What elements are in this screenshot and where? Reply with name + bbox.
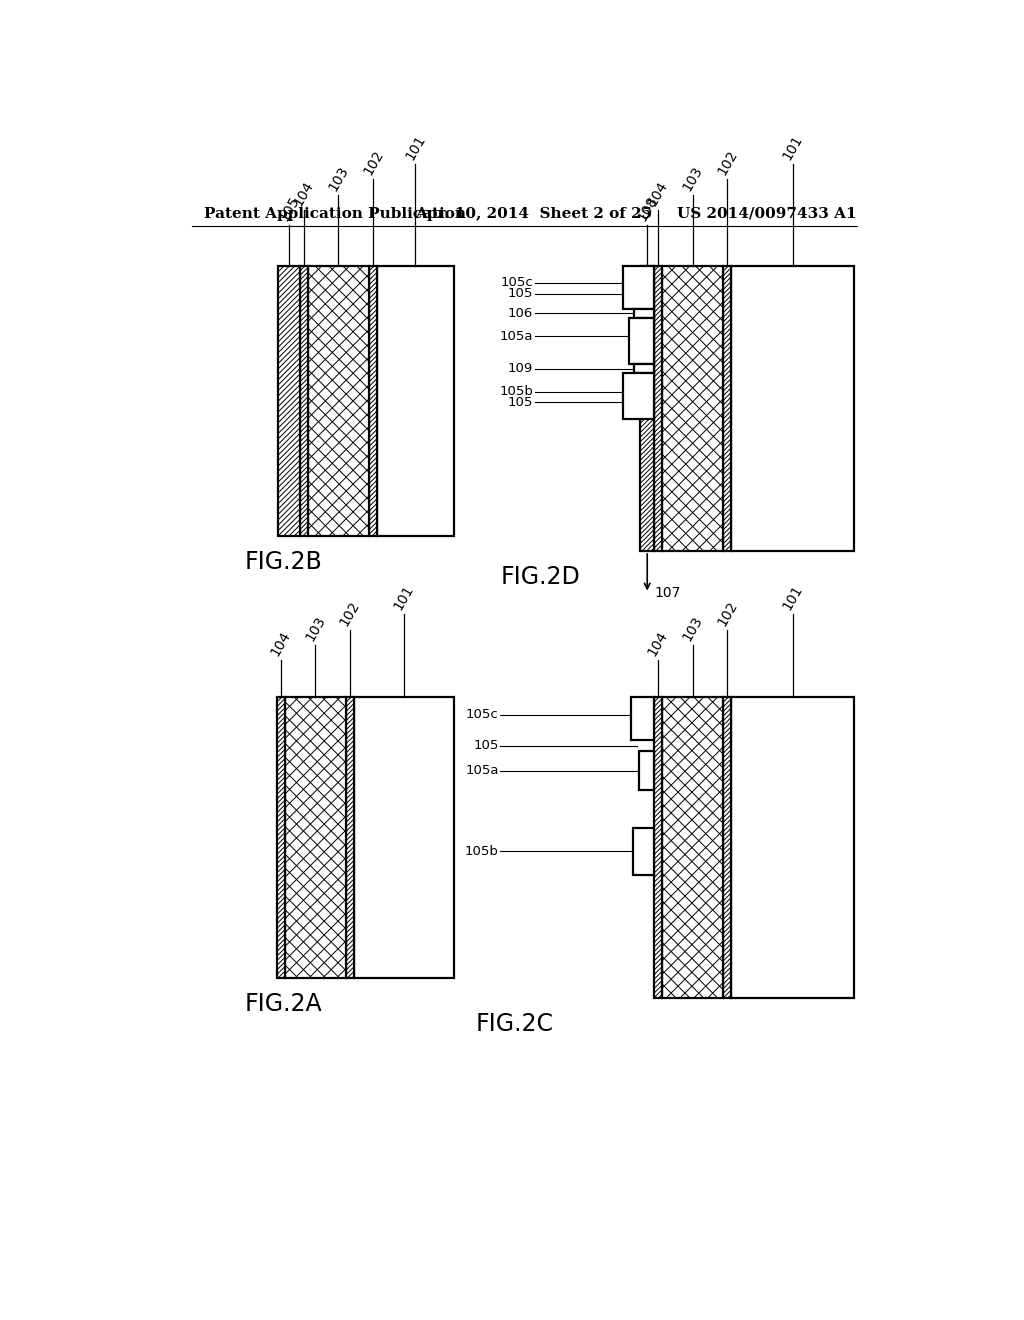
Bar bbox=[624, 374, 654, 420]
Text: FIG.2C: FIG.2C bbox=[475, 1011, 554, 1036]
Text: 101: 101 bbox=[780, 582, 806, 612]
Text: 104: 104 bbox=[268, 630, 293, 659]
Text: 107: 107 bbox=[655, 586, 681, 601]
Text: 105c: 105c bbox=[466, 709, 499, 721]
Text: 101: 101 bbox=[780, 132, 806, 162]
Bar bbox=[631, 697, 654, 739]
Bar bbox=[354, 697, 454, 978]
Text: 105c: 105c bbox=[501, 276, 534, 289]
Text: 101: 101 bbox=[391, 582, 417, 612]
Bar bbox=[731, 697, 854, 998]
Bar bbox=[633, 829, 654, 875]
Text: 101: 101 bbox=[402, 132, 428, 162]
Bar bbox=[654, 267, 662, 552]
Text: 103: 103 bbox=[303, 614, 328, 644]
Bar bbox=[377, 267, 454, 536]
Text: 102: 102 bbox=[360, 148, 386, 178]
Bar bbox=[634, 309, 654, 318]
Bar bbox=[629, 318, 654, 364]
Bar bbox=[370, 267, 377, 536]
Bar bbox=[279, 267, 300, 536]
Text: FIG.2A: FIG.2A bbox=[245, 993, 323, 1016]
Text: 105: 105 bbox=[473, 739, 499, 752]
Bar bbox=[639, 751, 654, 789]
Text: 102: 102 bbox=[715, 598, 740, 628]
Text: 104: 104 bbox=[645, 178, 671, 209]
Text: 103: 103 bbox=[680, 614, 706, 644]
Text: 102: 102 bbox=[715, 148, 740, 178]
Bar bbox=[654, 697, 662, 998]
Text: 104: 104 bbox=[645, 630, 671, 659]
Text: 105: 105 bbox=[276, 194, 302, 224]
Text: US 2014/0097433 A1: US 2014/0097433 A1 bbox=[677, 207, 857, 220]
Bar bbox=[634, 364, 654, 374]
Text: Apr. 10, 2014  Sheet 2 of 25: Apr. 10, 2014 Sheet 2 of 25 bbox=[416, 207, 652, 220]
Text: Patent Application Publication: Patent Application Publication bbox=[204, 207, 466, 220]
Text: 106: 106 bbox=[508, 306, 534, 319]
Bar bbox=[346, 697, 354, 978]
Text: 105a: 105a bbox=[465, 764, 499, 777]
Bar bbox=[662, 697, 724, 998]
Bar bbox=[285, 697, 346, 978]
Bar bbox=[724, 267, 731, 552]
Text: 102: 102 bbox=[337, 598, 362, 628]
Text: 108: 108 bbox=[635, 194, 659, 224]
Text: 109: 109 bbox=[508, 362, 534, 375]
Bar bbox=[276, 697, 285, 978]
Text: 105b: 105b bbox=[500, 385, 534, 399]
Bar bbox=[662, 267, 724, 552]
Text: 103: 103 bbox=[326, 164, 351, 193]
Text: FIG.2D: FIG.2D bbox=[500, 565, 580, 589]
Text: 105: 105 bbox=[508, 396, 534, 409]
Bar bbox=[300, 267, 307, 536]
Text: 105: 105 bbox=[508, 286, 534, 300]
Text: 103: 103 bbox=[680, 164, 706, 193]
Text: FIG.2B: FIG.2B bbox=[245, 549, 323, 574]
Bar bbox=[640, 267, 654, 552]
Text: 104: 104 bbox=[291, 178, 316, 209]
Bar bbox=[624, 267, 654, 309]
Bar bbox=[731, 267, 854, 552]
Bar bbox=[307, 267, 370, 536]
Text: 105b: 105b bbox=[465, 845, 499, 858]
Text: 105a: 105a bbox=[500, 330, 534, 343]
Bar bbox=[724, 697, 731, 998]
